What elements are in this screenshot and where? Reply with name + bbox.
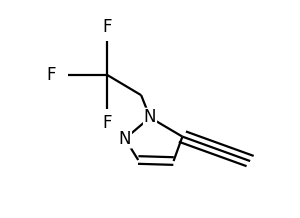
Text: N: N	[144, 109, 156, 126]
Text: N: N	[119, 130, 131, 148]
Text: F: F	[103, 114, 112, 132]
Text: F: F	[46, 66, 56, 84]
Text: F: F	[103, 18, 112, 36]
